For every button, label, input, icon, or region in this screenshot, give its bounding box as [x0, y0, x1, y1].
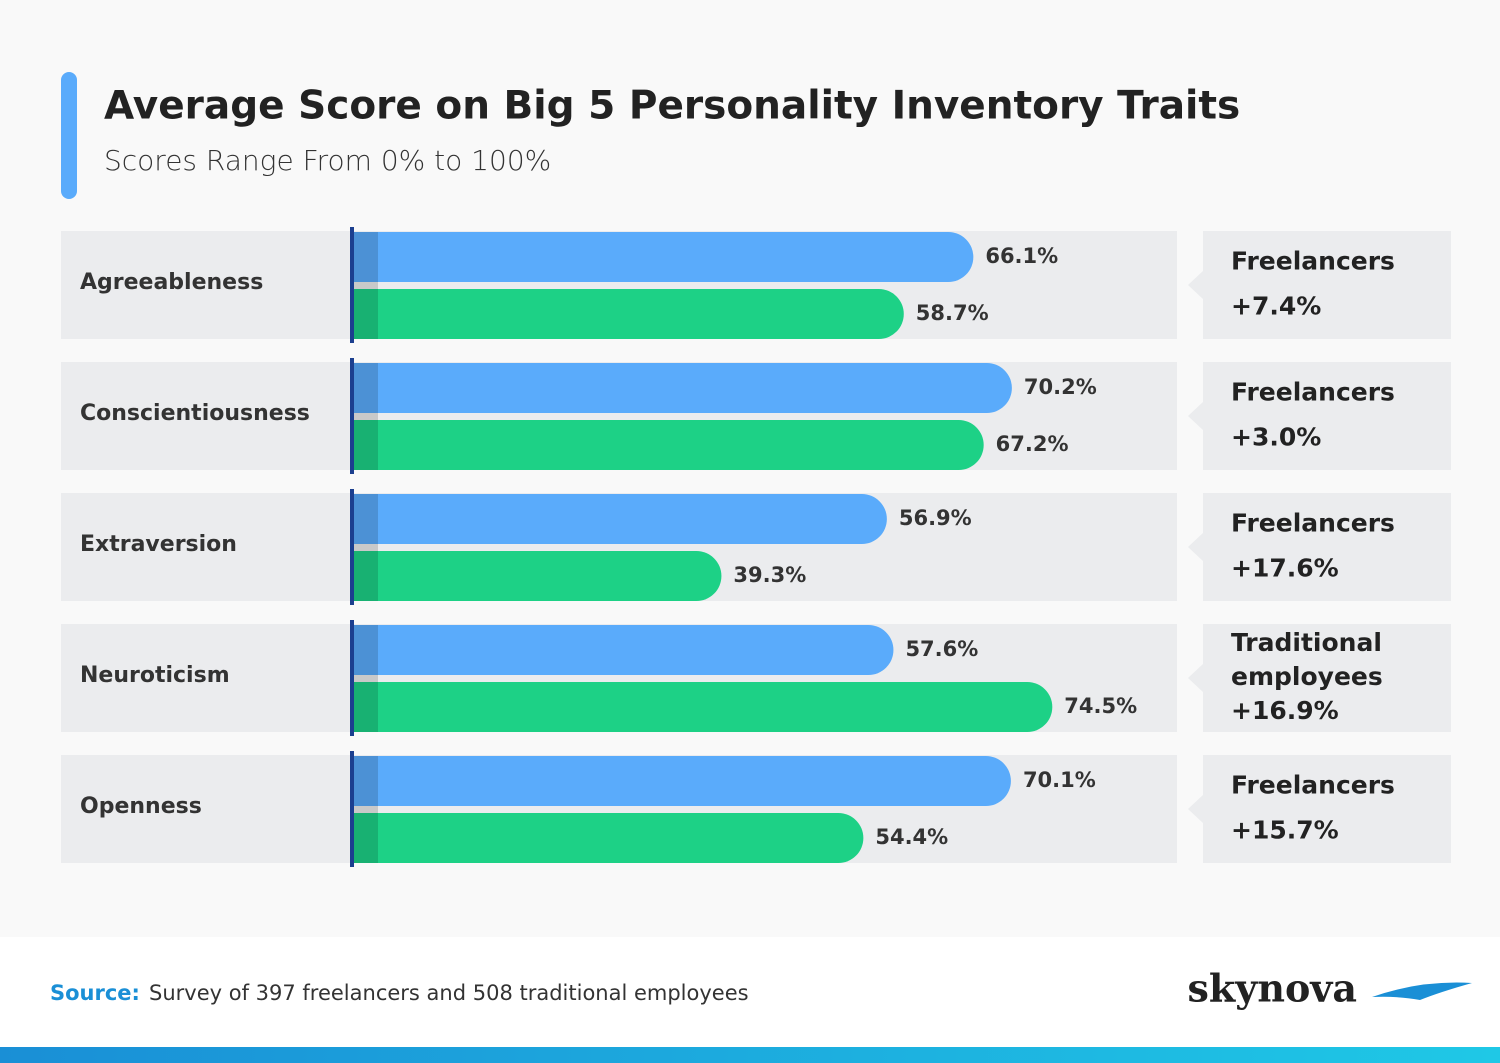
value-label: 57.6% [905, 637, 978, 661]
bar [352, 494, 887, 544]
value-label: 58.7% [916, 301, 989, 325]
value-label: 70.1% [1023, 768, 1096, 792]
annotation-line: Freelancers [1231, 771, 1395, 800]
annotation-box [1203, 231, 1451, 339]
annotation-line: employees [1231, 662, 1383, 691]
annotation-box [1203, 493, 1451, 601]
value-label: 74.5% [1064, 694, 1137, 718]
bar [352, 363, 1012, 413]
bar [352, 682, 1053, 732]
annotation-line: +17.6% [1231, 554, 1339, 583]
category-label: Neuroticism [80, 663, 230, 688]
annotation-line: +7.4% [1231, 292, 1321, 321]
bar-shade [352, 756, 378, 806]
category-label: Agreeableness [80, 270, 263, 295]
bar-shade [352, 363, 378, 413]
chart-subtitle: Scores Range From 0% to 100% [104, 144, 551, 177]
source-label: Source: [50, 981, 140, 1005]
bar-shade [352, 232, 378, 282]
bar [352, 756, 1011, 806]
bottom-stripe [0, 1047, 1500, 1063]
annotation-line: Freelancers [1231, 509, 1395, 538]
footer [0, 937, 1500, 1047]
bar [352, 551, 722, 601]
bar [352, 625, 894, 675]
logo: skynova [1188, 966, 1357, 1011]
bar [352, 420, 984, 470]
bar-gap-shade [352, 544, 378, 551]
bar [352, 813, 864, 863]
bar-shade [352, 289, 378, 339]
bar-shade [352, 420, 378, 470]
bar-shade [352, 551, 378, 601]
plot: Agreeableness 66.1% 58.7% Freelancers +7.4% C… [61, 227, 1451, 867]
annotation-box [1203, 624, 1451, 732]
bar-gap-shade [352, 282, 378, 289]
bar-shade [352, 813, 378, 863]
value-label: 67.2% [996, 432, 1069, 456]
annotation-box [1203, 362, 1451, 470]
category-label: Extraversion [80, 532, 237, 557]
annotation-line: Freelancers [1231, 247, 1395, 276]
value-label: 54.4% [875, 825, 948, 849]
bar [352, 289, 904, 339]
bar-gap-shade [352, 806, 378, 813]
value-label: 56.9% [899, 506, 972, 530]
annotation-line: +16.9% [1231, 696, 1339, 725]
bar-gap-shade [352, 413, 378, 420]
annotation-line: Freelancers [1231, 378, 1395, 407]
value-label: 39.3% [733, 563, 806, 587]
category-label: Openness [80, 794, 202, 819]
annotation-pointer [1188, 664, 1203, 692]
logo-swoosh [1372, 982, 1472, 1000]
bar [352, 232, 974, 282]
annotation-line: Traditional [1231, 628, 1382, 657]
value-label: 66.1% [985, 244, 1058, 268]
chart-title: Average Score on Big 5 Personality Inven… [104, 84, 1240, 129]
category-label: Conscientiousness [80, 401, 310, 426]
bar-shade [352, 682, 378, 732]
annotation-line: +3.0% [1231, 423, 1321, 452]
value-label: 70.2% [1024, 375, 1097, 399]
annotation-pointer [1188, 271, 1203, 299]
annotation-pointer [1188, 402, 1203, 430]
bar-gap-shade [352, 675, 378, 682]
source-text: Survey of 397 freelancers and 508 tradit… [149, 981, 749, 1005]
annotation-line: +15.7% [1231, 816, 1339, 845]
annotation-box [1203, 755, 1451, 863]
title-accent [61, 72, 77, 199]
bar-shade [352, 494, 378, 544]
annotation-pointer [1188, 795, 1203, 823]
annotation-pointer [1188, 533, 1203, 561]
bar-shade [352, 625, 378, 675]
